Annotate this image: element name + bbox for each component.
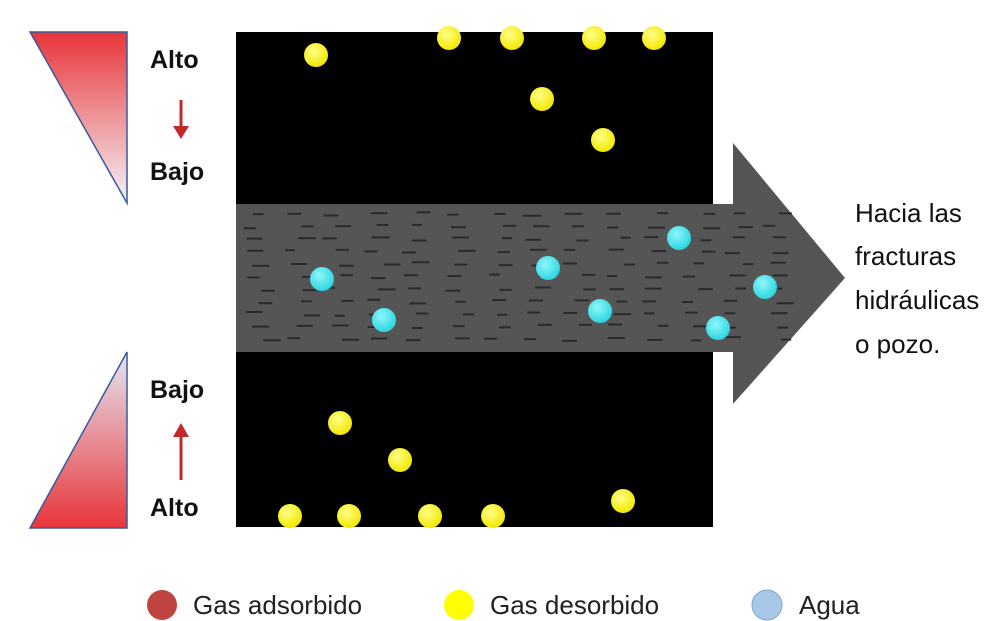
destination-label: Hacia las fracturas hidráulicas o pozo. [855,198,987,359]
top-gradient-low-label: Bajo [150,158,204,186]
gas-desorbido-molecule [530,87,554,111]
gas-desorbido-molecule [481,504,505,528]
up-arrow-icon [173,423,189,480]
gas-desorbido-group-bottom [278,411,635,528]
gas-desorbido-molecule [642,26,666,50]
bottom-gradient-high-label: Alto [150,494,199,522]
destination-line: Hacia las [855,198,962,228]
agua-molecule [588,299,612,323]
legend-swatch-gas-desorbido [444,590,474,620]
gas-desorbido-molecule [582,26,606,50]
legend-label-gas-adsorbido: Gas adsorbido [193,590,362,620]
legend: Gas adsorbido Gas desorbido Agua [147,589,860,621]
agua-molecule [536,256,560,280]
bottom-gradient-low-label: Bajo [150,376,204,404]
agua-molecule [667,226,691,250]
legend-swatch-agua [751,589,783,621]
destination-line: hidráulicas [855,285,979,315]
agua-molecule [372,308,396,332]
legend-swatch-gas-adsorbido [147,590,177,620]
gradient-triangle-top [28,31,128,206]
gas-desorbido-molecule [304,43,328,67]
legend-label-agua: Agua [799,590,860,620]
agua-molecule [706,316,730,340]
destination-line: o pozo. [855,329,940,359]
gas-desorbido-molecule [418,504,442,528]
gas-desorbido-molecule [337,504,361,528]
gas-desorbido-molecule [328,411,352,435]
gradient-triangle-bottom [28,351,128,529]
agua-molecule [310,267,334,291]
gas-desorbido-molecule [591,128,615,152]
gas-desorbido-molecule [500,26,524,50]
gas-desorbido-molecule [278,504,302,528]
agua-group [310,226,777,340]
destination-line: fracturas [855,241,956,271]
down-arrow-icon [173,100,189,139]
agua-molecule [753,275,777,299]
channel-texture [243,211,794,342]
top-gradient-high-label: Alto [150,46,199,74]
matrix-block-bottom [236,352,713,527]
gas-desorbido-molecule [388,448,412,472]
gas-desorbido-molecule [437,26,461,50]
gas-desorbido-molecule [611,489,635,513]
gas-desorbido-group-top [304,26,666,152]
legend-label-gas-desorbido: Gas desorbido [490,590,659,620]
